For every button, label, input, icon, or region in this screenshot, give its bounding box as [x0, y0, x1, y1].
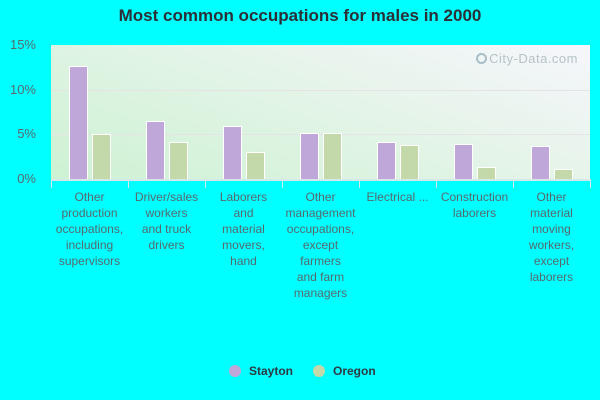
- x-category-label: Laborers and material movers, hand: [219, 190, 268, 268]
- y-tick-label: 5%: [17, 126, 36, 142]
- bar-oregon[interactable]: [553, 169, 573, 179]
- bar-oregon[interactable]: [399, 145, 419, 179]
- x-category-label: Construction laborers: [440, 190, 509, 220]
- x-tick: [51, 179, 52, 188]
- y-tick-label: 10%: [9, 81, 36, 97]
- bar-oregon[interactable]: [245, 152, 265, 179]
- bar-stayton[interactable]: [376, 142, 396, 179]
- x-category-label: Electrical ...: [366, 190, 429, 204]
- legend: Stayton Oregon: [0, 364, 600, 380]
- gridline: [51, 89, 590, 91]
- x-category-label: Other management occupations, except far…: [285, 190, 356, 300]
- x-tick: [128, 179, 129, 188]
- bar-stayton[interactable]: [68, 66, 88, 179]
- watermark-text: City-Data.com: [489, 51, 578, 66]
- y-tick-label: 15%: [9, 37, 36, 52]
- legend-label: Oregon: [333, 364, 376, 378]
- bar-oregon[interactable]: [168, 142, 188, 179]
- x-tick: [359, 179, 360, 188]
- bar-oregon[interactable]: [476, 167, 496, 179]
- x-tick: [590, 179, 591, 188]
- bar-stayton[interactable]: [222, 126, 242, 179]
- magnifier-chart-icon: [476, 53, 488, 64]
- x-category-label: Driver/sales workers and truck drivers: [134, 190, 199, 252]
- legend-item-stayton[interactable]: Stayton: [229, 364, 293, 378]
- x-tick: [436, 179, 437, 188]
- x-category-label: Other production occupations, including …: [55, 190, 124, 268]
- x-tick: [513, 179, 514, 188]
- gridline: [51, 134, 590, 136]
- watermark: City-Data.com: [476, 51, 578, 66]
- bar-stayton[interactable]: [145, 120, 165, 179]
- x-tick: [205, 179, 206, 188]
- plot-area: City-Data.com: [51, 45, 590, 179]
- legend-item-oregon[interactable]: Oregon: [313, 364, 376, 378]
- x-axis-line: [51, 179, 590, 181]
- legend-circle-icon: [313, 365, 325, 377]
- y-tick-label: 0%: [17, 171, 36, 186]
- bar-oregon[interactable]: [91, 134, 111, 179]
- x-category-label: Other material moving workers, except la…: [528, 190, 575, 284]
- bar-stayton[interactable]: [453, 144, 473, 179]
- x-tick: [282, 179, 283, 188]
- bar-stayton[interactable]: [530, 145, 550, 179]
- legend-label: Stayton: [249, 364, 294, 378]
- chart-title: Most common occupations for males in 200…: [118, 6, 482, 25]
- bar-stayton[interactable]: [299, 132, 319, 179]
- legend-circle-icon: [229, 365, 241, 377]
- bar-oregon[interactable]: [322, 133, 342, 179]
